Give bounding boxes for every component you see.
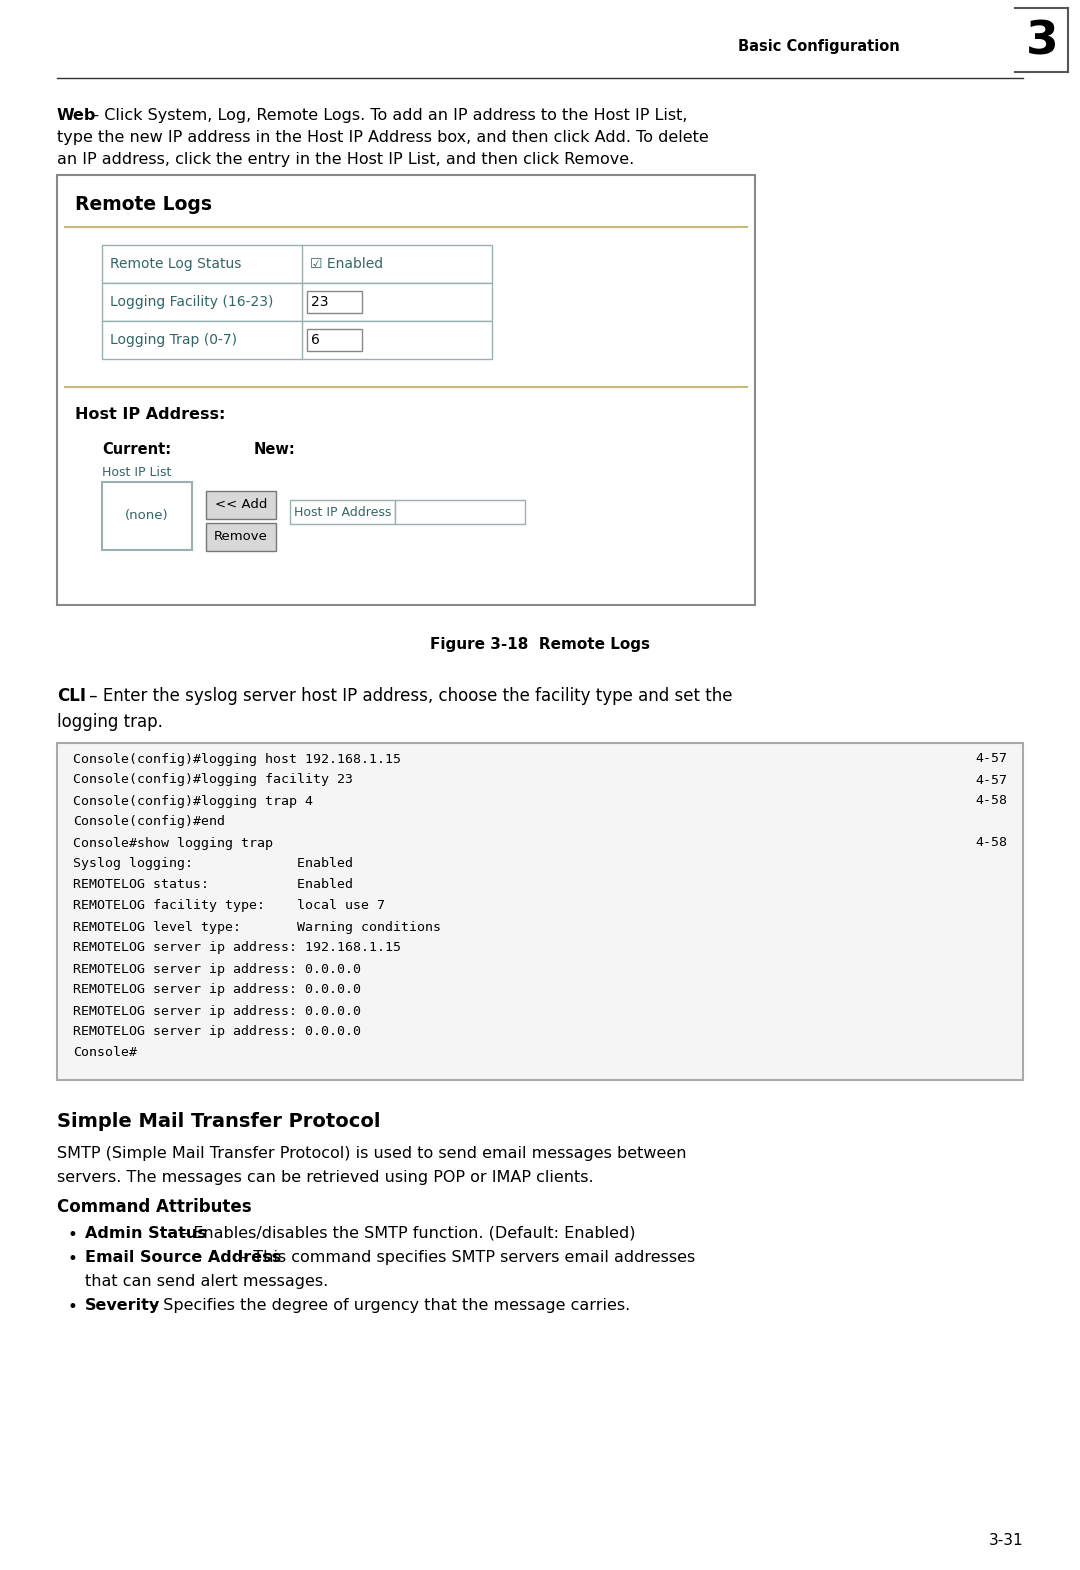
Text: Logging Facility (16-23): Logging Facility (16-23): [110, 295, 273, 309]
Text: Web: Web: [57, 108, 96, 122]
Text: •: •: [67, 1226, 77, 1243]
Bar: [291, 499, 395, 524]
Bar: [57, 174, 755, 604]
Text: Remove: Remove: [214, 531, 268, 543]
Text: logging trap.: logging trap.: [57, 713, 163, 732]
Text: CLI: CLI: [57, 688, 86, 705]
Text: Basic Configuration: Basic Configuration: [739, 39, 900, 55]
Text: Console(config)#end: Console(config)#end: [73, 815, 225, 829]
Text: Remote Log Status: Remote Log Status: [110, 257, 241, 272]
Text: << Add: << Add: [215, 499, 267, 512]
Text: Syslog logging:             Enabled: Syslog logging: Enabled: [73, 857, 353, 870]
Text: REMOTELOG server ip address: 0.0.0.0: REMOTELOG server ip address: 0.0.0.0: [73, 983, 361, 997]
Text: Simple Mail Transfer Protocol: Simple Mail Transfer Protocol: [57, 1112, 380, 1130]
Text: – Click System, Log, Remote Logs. To add an IP address to the Host IP List,: – Click System, Log, Remote Logs. To add…: [86, 108, 688, 122]
Text: Console(config)#logging trap 4: Console(config)#logging trap 4: [73, 794, 313, 807]
Text: – Specifies the degree of urgency that the message carries.: – Specifies the degree of urgency that t…: [145, 1298, 631, 1313]
Bar: [307, 290, 362, 312]
Text: Console(config)#logging facility 23: Console(config)#logging facility 23: [73, 774, 353, 787]
Text: Host IP Address: Host IP Address: [294, 506, 391, 518]
Bar: [102, 245, 492, 283]
Text: Current:: Current:: [102, 443, 171, 457]
Text: •: •: [67, 1298, 77, 1316]
Text: 3: 3: [1026, 19, 1058, 64]
Text: Host IP List: Host IP List: [102, 466, 172, 479]
Text: 3-31: 3-31: [988, 1532, 1023, 1548]
Bar: [102, 482, 192, 550]
Text: REMOTELOG server ip address: 0.0.0.0: REMOTELOG server ip address: 0.0.0.0: [73, 962, 361, 975]
Text: SMTP (Simple Mail Transfer Protocol) is used to send email messages between: SMTP (Simple Mail Transfer Protocol) is …: [57, 1146, 687, 1160]
Text: an IP address, click the entry in the Host IP List, and then click Remove.: an IP address, click the entry in the Ho…: [57, 152, 634, 166]
Text: Figure 3-18  Remote Logs: Figure 3-18 Remote Logs: [430, 637, 650, 652]
Text: type the new IP address in the Host IP Address box, and then click Add. To delet: type the new IP address in the Host IP A…: [57, 130, 708, 144]
Text: Logging Trap (0-7): Logging Trap (0-7): [110, 333, 237, 347]
Text: REMOTELOG server ip address: 0.0.0.0: REMOTELOG server ip address: 0.0.0.0: [73, 1005, 361, 1017]
Text: Console(config)#logging host 192.168.1.15: Console(config)#logging host 192.168.1.1…: [73, 752, 401, 766]
Text: Email Source Address: Email Source Address: [85, 1250, 281, 1265]
Text: 4-57: 4-57: [975, 774, 1007, 787]
Text: – This command specifies SMTP servers email addresses: – This command specifies SMTP servers em…: [235, 1250, 696, 1265]
Text: ☑ Enabled: ☑ Enabled: [310, 257, 383, 272]
Text: – Enter the syslog server host IP address, choose the facility type and set the: – Enter the syslog server host IP addres…: [84, 688, 732, 705]
FancyBboxPatch shape: [206, 523, 276, 551]
Text: Severity: Severity: [85, 1298, 160, 1313]
Text: 23: 23: [311, 295, 328, 309]
Text: REMOTELOG level type:       Warning conditions: REMOTELOG level type: Warning conditions: [73, 920, 441, 934]
Text: Console#: Console#: [73, 1047, 137, 1060]
Bar: [395, 499, 525, 524]
Text: New:: New:: [254, 443, 296, 457]
Bar: [102, 320, 492, 360]
Text: 4-58: 4-58: [975, 794, 1007, 807]
Text: 4-57: 4-57: [975, 752, 1007, 766]
Text: •: •: [67, 1250, 77, 1269]
Text: Console#show logging trap: Console#show logging trap: [73, 837, 273, 849]
Text: REMOTELOG server ip address: 192.168.1.15: REMOTELOG server ip address: 192.168.1.1…: [73, 942, 401, 955]
Text: (none): (none): [125, 510, 168, 523]
Text: Host IP Address:: Host IP Address:: [75, 407, 226, 422]
Text: REMOTELOG facility type:    local use 7: REMOTELOG facility type: local use 7: [73, 900, 384, 912]
Text: Command Attributes: Command Attributes: [57, 1198, 252, 1217]
Text: REMOTELOG status:           Enabled: REMOTELOG status: Enabled: [73, 879, 353, 892]
Text: Remote Logs: Remote Logs: [75, 195, 212, 214]
Text: 4-58: 4-58: [975, 837, 1007, 849]
Bar: [57, 743, 1023, 1080]
FancyBboxPatch shape: [206, 491, 276, 520]
Text: that can send alert messages.: that can send alert messages.: [85, 1273, 328, 1289]
Text: REMOTELOG server ip address: 0.0.0.0: REMOTELOG server ip address: 0.0.0.0: [73, 1025, 361, 1038]
Text: Admin Status: Admin Status: [85, 1226, 206, 1240]
Text: servers. The messages can be retrieved using POP or IMAP clients.: servers. The messages can be retrieved u…: [57, 1170, 594, 1185]
Text: – Enables/disables the SMTP function. (Default: Enabled): – Enables/disables the SMTP function. (D…: [175, 1226, 635, 1240]
Bar: [307, 330, 362, 352]
Text: 6: 6: [311, 333, 320, 347]
Bar: [102, 283, 492, 320]
